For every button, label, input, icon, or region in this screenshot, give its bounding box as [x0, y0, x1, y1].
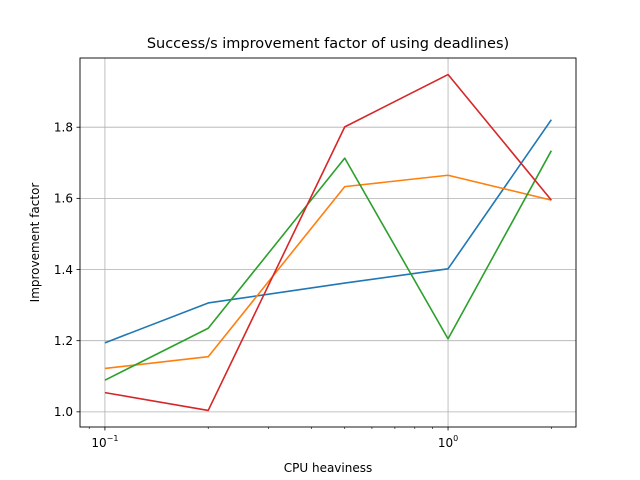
- series-line-4: [104, 73, 552, 412]
- x-axis-label: CPU heaviness: [284, 461, 372, 475]
- series-line-1: [104, 119, 552, 344]
- series-line-2: [104, 174, 552, 370]
- grid: [80, 58, 576, 427]
- series-line-3: [104, 150, 553, 381]
- axis-ticks: 10−1 100 1.0 1.2 1.4 1.6 1.8: [54, 121, 552, 450]
- series-lines: [104, 73, 553, 412]
- y-tick-label: 1.8: [54, 121, 73, 135]
- y-tick-label: 1.6: [54, 192, 73, 206]
- x-tick-label: 10−1: [91, 434, 118, 450]
- y-axis-label: Improvement factor: [28, 183, 42, 303]
- chart-title: Success/s improvement factor of using de…: [147, 36, 509, 52]
- y-tick-label: 1.0: [54, 405, 73, 419]
- y-tick-label: 1.2: [54, 334, 73, 348]
- plot-frame: [79, 57, 577, 428]
- y-tick-label: 1.4: [54, 263, 73, 277]
- x-tick-label: 100: [438, 434, 458, 450]
